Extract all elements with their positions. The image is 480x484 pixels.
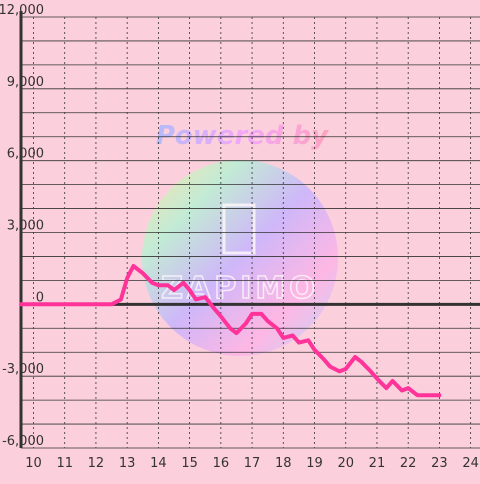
y-tick-labels: -6,000 -3,000 0 3,000 6,000 9,000 12,000 [0, 3, 44, 449]
watermark-logo-icon [222, 203, 256, 255]
watermark-brand: ZAPIMO [161, 271, 318, 306]
y-tick-label: -3,000 [2, 362, 44, 377]
series-layer [19, 264, 442, 398]
watermark-text: Powered by [156, 121, 329, 151]
x-tick-label: 17 [244, 456, 261, 471]
x-tick-labels: 10 11 12 13 14 15 16 17 18 19 20 21 22 23 24 [25, 456, 479, 471]
y-tick-label: -6,000 [2, 434, 44, 449]
x-tick-label: 20 [337, 456, 354, 471]
y-tick-label: 12,000 [0, 3, 44, 18]
x-tick-label: 24 [462, 456, 479, 471]
x-tick-label: 23 [431, 456, 448, 471]
x-tick-label: 10 [25, 456, 42, 471]
y-tick-label: 9,000 [7, 75, 44, 90]
series-line [19, 264, 442, 398]
watermark-logo: Powered by ZAPIMO [142, 121, 338, 356]
x-tick-label: 18 [275, 456, 292, 471]
x-tick-label: 16 [213, 456, 230, 471]
x-tick-label: 15 [181, 456, 198, 471]
y-tick-label: 0 [36, 290, 44, 305]
x-tick-label: 12 [88, 456, 105, 471]
watermark-circle [142, 160, 338, 356]
y-tick-label: 3,000 [7, 219, 44, 234]
x-tick-label: 21 [369, 456, 386, 471]
y-tick-label: 6,000 [7, 147, 44, 162]
x-tick-label: 14 [150, 456, 167, 471]
grid [21, 16, 480, 449]
x-tick-label: 22 [400, 456, 417, 471]
x-tick-label: 11 [56, 456, 73, 471]
x-tick-label: 19 [306, 456, 323, 471]
x-tick-label: 13 [119, 456, 136, 471]
